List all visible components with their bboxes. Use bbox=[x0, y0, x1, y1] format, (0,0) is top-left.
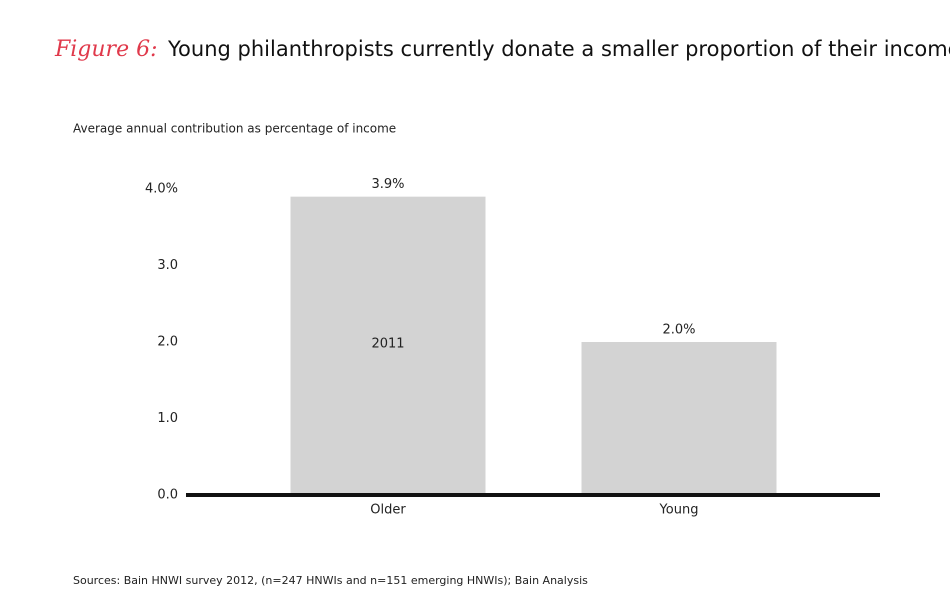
value-label: 2.0% bbox=[662, 323, 695, 338]
y-tick-label: 3.0 bbox=[157, 258, 178, 273]
y-tick-label: 4.0% bbox=[145, 182, 178, 197]
x-tick-label: Young bbox=[659, 503, 699, 518]
annotation: 2011 bbox=[371, 337, 404, 352]
y-tick-label: 2.0 bbox=[157, 335, 178, 350]
x-tick-label: Older bbox=[370, 503, 406, 518]
figure-label: Figure 6: bbox=[54, 37, 158, 62]
value-label: 3.9% bbox=[371, 177, 404, 192]
source: Sources: Bain HNWI survey 2012, (n=247 H… bbox=[73, 574, 588, 587]
y-tick-label: 1.0 bbox=[157, 411, 178, 426]
bar bbox=[581, 342, 777, 495]
y-tick-label: 0.0 bbox=[157, 488, 178, 503]
bar bbox=[290, 196, 486, 495]
y-axis-label: Average annual contribution as percentag… bbox=[73, 122, 396, 136]
chart-title: Young philanthropists currently donate a… bbox=[167, 37, 950, 61]
